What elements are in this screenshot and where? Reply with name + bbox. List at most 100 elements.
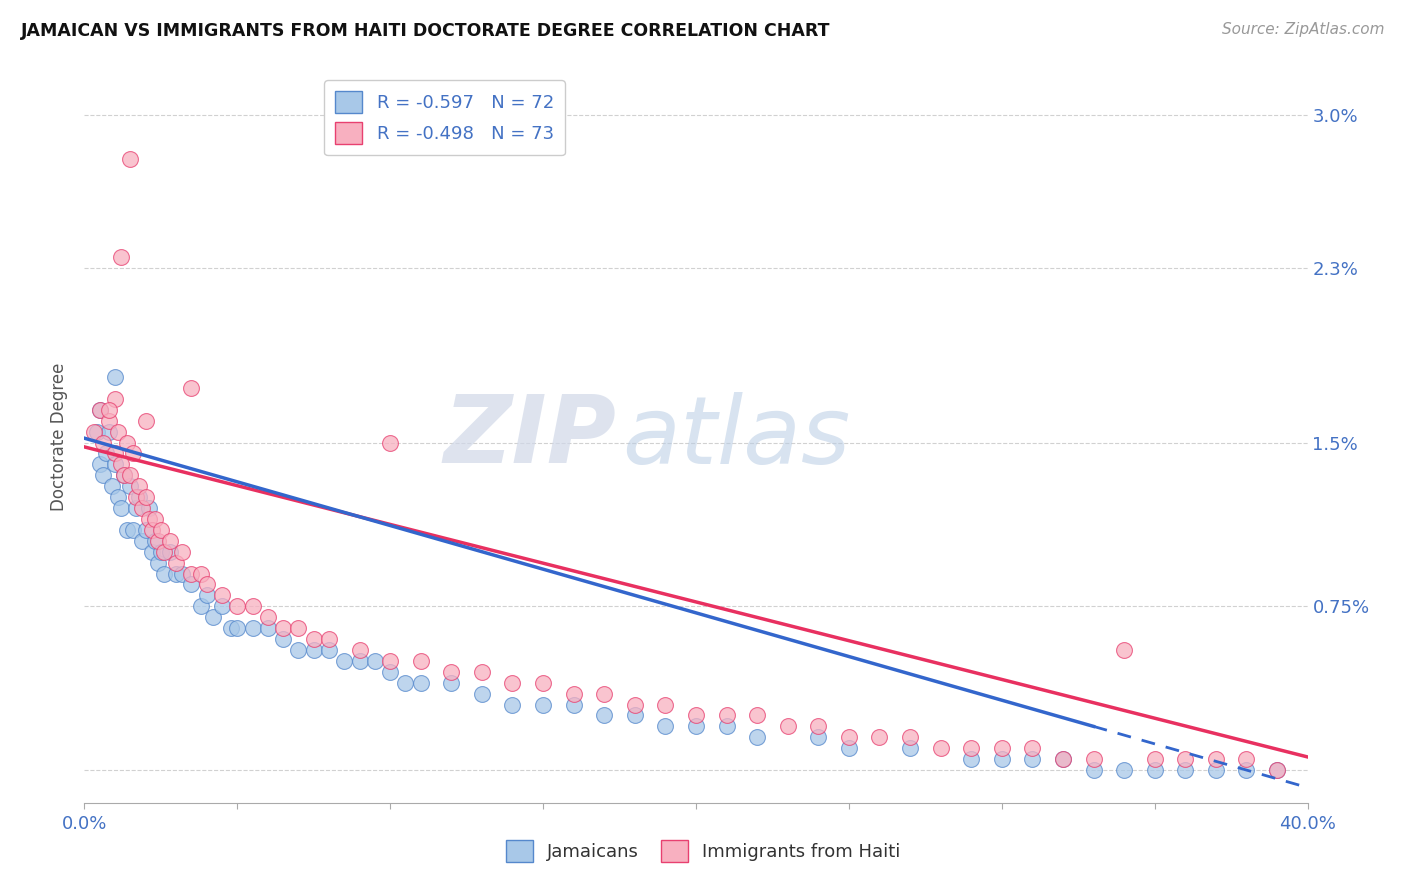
Point bbox=[1052, 752, 1074, 766]
Point bbox=[440, 665, 463, 679]
Point bbox=[190, 566, 212, 581]
Point bbox=[1174, 752, 1197, 766]
Point bbox=[159, 533, 181, 548]
Text: JAMAICAN VS IMMIGRANTS FROM HAITI DOCTORATE DEGREE CORRELATION CHART: JAMAICAN VS IMMIGRANTS FROM HAITI DOCTOR… bbox=[21, 22, 831, 40]
Point bbox=[471, 665, 494, 679]
Point bbox=[149, 523, 172, 537]
Point bbox=[242, 621, 264, 635]
Point bbox=[654, 719, 676, 733]
Point bbox=[219, 621, 242, 635]
Point bbox=[333, 654, 356, 668]
Point bbox=[104, 446, 127, 460]
Point bbox=[562, 687, 585, 701]
Point bbox=[1021, 752, 1043, 766]
Point bbox=[1143, 752, 1166, 766]
Point bbox=[172, 566, 194, 581]
Point bbox=[135, 523, 157, 537]
Point bbox=[159, 545, 181, 559]
Point bbox=[107, 425, 129, 439]
Point bbox=[120, 479, 142, 493]
Point bbox=[624, 708, 647, 723]
Point bbox=[257, 621, 280, 635]
Point bbox=[115, 523, 138, 537]
Point bbox=[807, 731, 830, 745]
Point bbox=[562, 698, 585, 712]
Text: Source: ZipAtlas.com: Source: ZipAtlas.com bbox=[1222, 22, 1385, 37]
Point bbox=[128, 479, 150, 493]
Point bbox=[91, 468, 114, 483]
Point bbox=[226, 599, 249, 614]
Point bbox=[318, 643, 340, 657]
Point bbox=[211, 588, 233, 602]
Point bbox=[502, 675, 524, 690]
Point bbox=[898, 731, 921, 745]
Point bbox=[302, 643, 325, 657]
Point bbox=[143, 512, 166, 526]
Point bbox=[593, 708, 616, 723]
Point bbox=[226, 621, 249, 635]
Point bbox=[1083, 763, 1105, 777]
Point bbox=[624, 698, 647, 712]
Point bbox=[654, 698, 676, 712]
Point bbox=[409, 675, 432, 690]
Point bbox=[135, 490, 157, 504]
Point bbox=[1083, 752, 1105, 766]
Point bbox=[86, 425, 108, 439]
Point bbox=[122, 446, 145, 460]
Point bbox=[141, 545, 163, 559]
Point bbox=[131, 501, 153, 516]
Point bbox=[172, 545, 194, 559]
Point bbox=[1114, 643, 1136, 657]
Point bbox=[440, 675, 463, 690]
Point bbox=[1205, 752, 1227, 766]
Y-axis label: Doctorate Degree: Doctorate Degree bbox=[51, 363, 69, 511]
Point bbox=[110, 250, 132, 264]
Point bbox=[364, 654, 387, 668]
Point bbox=[146, 533, 169, 548]
Point bbox=[146, 556, 169, 570]
Point bbox=[201, 610, 224, 624]
Point bbox=[716, 719, 738, 733]
Point bbox=[120, 468, 142, 483]
Point bbox=[141, 523, 163, 537]
Point bbox=[1021, 741, 1043, 756]
Text: ZIP: ZIP bbox=[443, 391, 616, 483]
Point bbox=[685, 708, 707, 723]
Point bbox=[112, 468, 135, 483]
Point bbox=[122, 523, 145, 537]
Point bbox=[107, 490, 129, 504]
Point bbox=[190, 599, 212, 614]
Point bbox=[991, 741, 1014, 756]
Point bbox=[89, 402, 111, 417]
Point bbox=[1236, 763, 1258, 777]
Point bbox=[531, 675, 554, 690]
Point bbox=[104, 370, 127, 384]
Point bbox=[128, 490, 150, 504]
Point bbox=[1114, 763, 1136, 777]
Point bbox=[138, 501, 160, 516]
Point bbox=[1174, 763, 1197, 777]
Point bbox=[125, 501, 148, 516]
Point bbox=[869, 731, 891, 745]
Point bbox=[1205, 763, 1227, 777]
Point bbox=[287, 643, 309, 657]
Point bbox=[242, 599, 264, 614]
Point bbox=[125, 490, 148, 504]
Point bbox=[838, 741, 860, 756]
Point bbox=[960, 741, 983, 756]
Point bbox=[747, 731, 769, 745]
Legend: Jamaicans, Immigrants from Haiti: Jamaicans, Immigrants from Haiti bbox=[498, 833, 908, 870]
Point bbox=[257, 610, 280, 624]
Point bbox=[898, 741, 921, 756]
Point bbox=[115, 435, 138, 450]
Point bbox=[960, 752, 983, 766]
Point bbox=[165, 556, 187, 570]
Point bbox=[1236, 752, 1258, 766]
Point bbox=[349, 654, 371, 668]
Point bbox=[91, 435, 114, 450]
Point bbox=[380, 665, 402, 679]
Point bbox=[97, 414, 120, 428]
Point bbox=[138, 512, 160, 526]
Point bbox=[685, 719, 707, 733]
Point bbox=[776, 719, 799, 733]
